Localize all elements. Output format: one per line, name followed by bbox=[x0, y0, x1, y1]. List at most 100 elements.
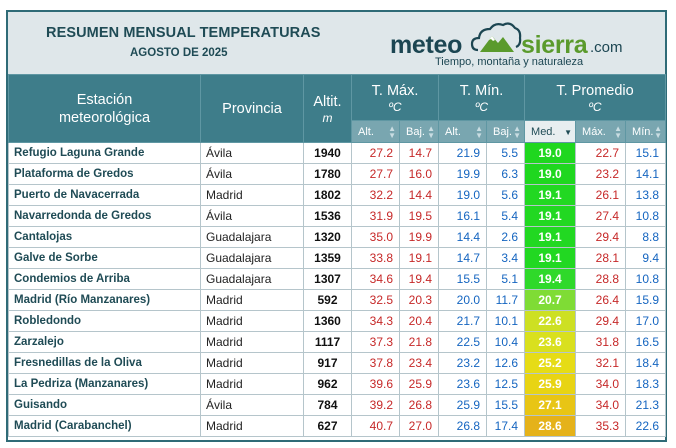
cell-station: Refugio Laguna Grande bbox=[8, 142, 201, 164]
sort-label: Baj. bbox=[406, 125, 425, 138]
cell-altitude: 627 bbox=[303, 415, 352, 437]
cell-tmin-alt: 23.6 bbox=[438, 373, 488, 395]
sort-tmin-baj[interactable]: Baj. ▲ ▼ bbox=[486, 120, 526, 143]
cell-station: Puerto de Navacerrada bbox=[8, 184, 201, 206]
cell-tmax-alt: 39.6 bbox=[351, 373, 400, 395]
report-header: RESUMEN MENSUAL TEMPERATURAS AGOSTO DE 2… bbox=[8, 12, 665, 74]
table-row: Madrid (Río Manzanares) Madrid 592 32.5 20.3… bbox=[8, 289, 667, 311]
cell-tavg-min: 21.3 bbox=[625, 394, 667, 416]
sort-arrows-icon: ▲ ▼ bbox=[475, 124, 484, 140]
table-row: Navarredonda de Gredos Ávila 1536 31.9 19.5 1… bbox=[8, 205, 667, 227]
cell-tavg-min: 10.8 bbox=[625, 205, 667, 227]
cell-province: Madrid bbox=[200, 331, 304, 353]
cell-tavg-max: 22.7 bbox=[575, 142, 627, 164]
cloud-mountain-icon bbox=[470, 22, 522, 52]
cell-tavg-min: 18.4 bbox=[625, 352, 667, 374]
cell-tmax-baj: 26.8 bbox=[398, 394, 440, 416]
cell-tmin-baj: 15.5 bbox=[486, 394, 526, 416]
col-station-label: Estación meteorológica bbox=[58, 91, 151, 126]
cell-tmin-alt: 20.0 bbox=[438, 289, 488, 311]
sort-label: Mín. bbox=[632, 125, 654, 138]
cell-altitude: 592 bbox=[303, 289, 352, 311]
cell-altitude: 1536 bbox=[303, 205, 352, 227]
report-title: RESUMEN MENSUAL TEMPERATURAS bbox=[46, 25, 321, 41]
col-tmax: T. Máx. ºC bbox=[350, 74, 440, 121]
cell-station: Navarredonda de Gredos bbox=[8, 205, 201, 227]
cell-tmin-alt: 14.4 bbox=[438, 226, 488, 248]
sort-label: Máx. bbox=[582, 125, 606, 138]
cell-tmin-baj: 5.4 bbox=[486, 205, 526, 227]
table-row: Condemios de Arriba Guadalajara 1307 34.6 19… bbox=[8, 268, 667, 290]
cell-altitude: 1360 bbox=[303, 310, 352, 332]
sort-arrows-icon: ▲ ▼ bbox=[388, 124, 396, 140]
cell-tavg-min: 15.1 bbox=[625, 142, 667, 164]
cell-tavg-max: 26.1 bbox=[575, 184, 627, 206]
cell-tmax-alt: 33.8 bbox=[351, 247, 400, 269]
table-row: Plataforma de Gredos Ávila 1780 27.7 16.0 19.… bbox=[8, 163, 667, 185]
cell-province: Ávila bbox=[200, 142, 304, 164]
cell-tavg-max: 29.4 bbox=[575, 226, 627, 248]
col-tavg-unit: ºC bbox=[588, 99, 602, 114]
logo-tagline: Tiempo, montaña y naturaleza bbox=[435, 56, 584, 68]
cell-tmin-baj: 11.7 bbox=[486, 289, 526, 311]
cell-province: Madrid bbox=[200, 373, 304, 395]
sort-tavg-med[interactable]: Med. ▼ bbox=[524, 120, 577, 143]
cell-tmax-alt: 35.0 bbox=[351, 226, 400, 248]
cell-tmin-alt: 16.1 bbox=[438, 205, 488, 227]
col-tavg: T. Promedio ºC bbox=[524, 74, 667, 121]
sort-arrows-icon: ▲ ▼ bbox=[654, 124, 663, 140]
cell-tavg-max: 31.8 bbox=[575, 331, 627, 353]
cell-province: Guadalajara bbox=[200, 226, 304, 248]
cell-altitude: 1307 bbox=[303, 268, 352, 290]
sort-tavg-max[interactable]: Máx. ▲ ▼ bbox=[575, 120, 627, 143]
col-tmin: T. Mín. ºC bbox=[438, 74, 526, 121]
cell-tmin-alt: 26.8 bbox=[438, 415, 488, 437]
col-altitude-unit: m bbox=[322, 110, 333, 125]
cell-altitude: 1117 bbox=[303, 331, 352, 353]
cell-tavg-med: 19.0 bbox=[524, 142, 577, 164]
table-row: Fresnedillas de la Oliva Madrid 917 37.8 23.… bbox=[8, 352, 667, 374]
temperature-table: Estación meteorológica Provincia Altit. … bbox=[8, 74, 667, 437]
sort-label: Baj. bbox=[493, 125, 512, 138]
cell-tmin-alt: 15.5 bbox=[438, 268, 488, 290]
col-tmax-unit: ºC bbox=[388, 99, 402, 114]
cell-tavg-min: 9.4 bbox=[625, 247, 667, 269]
sort-label: Alt. bbox=[358, 125, 374, 138]
cell-tmin-alt: 22.5 bbox=[438, 331, 488, 353]
col-tavg-label: T. Promedio bbox=[556, 82, 634, 99]
cell-tmin-alt: 21.7 bbox=[438, 310, 488, 332]
cell-tmin-baj: 10.4 bbox=[486, 331, 526, 353]
cell-tavg-min: 13.8 bbox=[625, 184, 667, 206]
cell-station: Plataforma de Gredos bbox=[8, 163, 201, 185]
cell-tmin-alt: 23.2 bbox=[438, 352, 488, 374]
sort-tmax-baj[interactable]: Baj. ▲ ▼ bbox=[398, 120, 440, 143]
cell-altitude: 1780 bbox=[303, 163, 352, 185]
col-tmin-label: T. Mín. bbox=[459, 82, 504, 99]
cell-tmin-baj: 5.6 bbox=[486, 184, 526, 206]
cell-tmin-baj: 3.4 bbox=[486, 247, 526, 269]
table-body: Refugio Laguna Grande Ávila 1940 27.2 14.7 21… bbox=[8, 142, 667, 437]
cell-tavg-max: 27.4 bbox=[575, 205, 627, 227]
cell-tmin-baj: 2.6 bbox=[486, 226, 526, 248]
cell-tmin-alt: 19.0 bbox=[438, 184, 488, 206]
sort-arrows-icon: ▲ ▼ bbox=[513, 124, 522, 140]
cell-altitude: 1320 bbox=[303, 226, 352, 248]
sort-tavg-min[interactable]: Mín. ▲ ▼ bbox=[625, 120, 667, 143]
meteosierra-logo[interactable]: meteo sierra .com Tiempo, montaña y natu… bbox=[390, 18, 640, 70]
col-province: Provincia bbox=[200, 74, 304, 143]
cell-station: Galve de Sorbe bbox=[8, 247, 201, 269]
cell-tmax-alt: 34.6 bbox=[351, 268, 400, 290]
cell-province: Madrid bbox=[200, 289, 304, 311]
cell-tmin-alt: 14.7 bbox=[438, 247, 488, 269]
sort-label: Alt. bbox=[445, 125, 461, 138]
cell-altitude: 1802 bbox=[303, 184, 352, 206]
cell-tavg-max: 34.0 bbox=[575, 394, 627, 416]
cell-tavg-med: 19.1 bbox=[524, 184, 577, 206]
cell-tavg-min: 17.0 bbox=[625, 310, 667, 332]
cell-tmax-baj: 25.9 bbox=[398, 373, 440, 395]
cell-tavg-med: 23.6 bbox=[524, 331, 577, 353]
sort-tmax-alt[interactable]: Alt. ▲ ▼ bbox=[351, 120, 400, 143]
cell-tmax-alt: 37.8 bbox=[351, 352, 400, 374]
sort-tmin-alt[interactable]: Alt. ▲ ▼ bbox=[438, 120, 488, 143]
cell-tavg-max: 29.4 bbox=[575, 310, 627, 332]
